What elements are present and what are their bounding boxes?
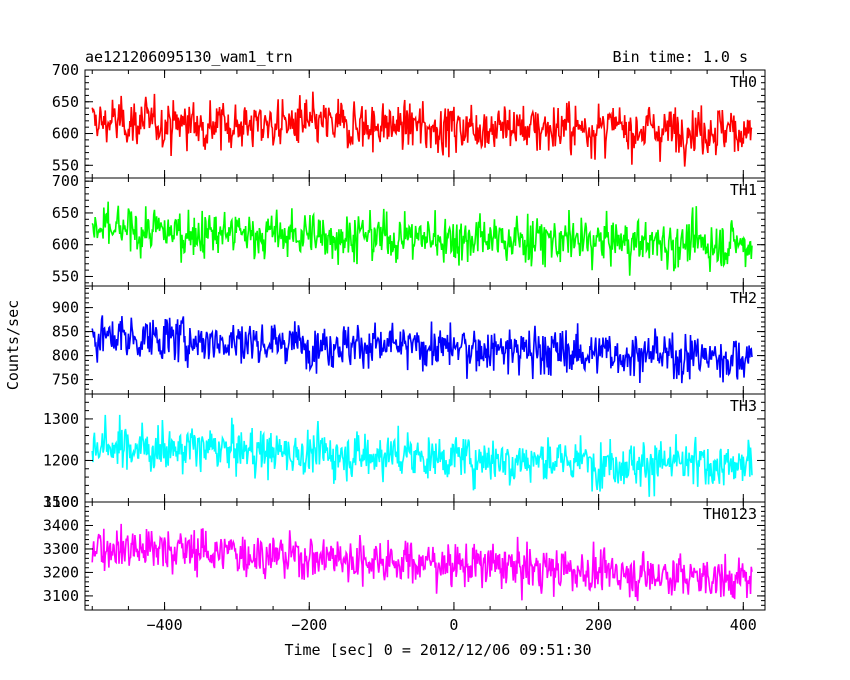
y-tick-label: 3100 <box>43 587 79 605</box>
series-th3 <box>91 414 753 497</box>
panel-th0: 550 600 650 700 TH0 <box>52 61 766 179</box>
bin-time-label: Bin time: 1.0 s <box>613 48 748 66</box>
panel-label: TH0123 <box>703 505 757 523</box>
y-tick-label: 700 <box>52 172 79 190</box>
y-tick-label: 800 <box>52 347 79 365</box>
chart-title: ae121206095130_wam1_trn <box>85 48 293 66</box>
series-th1 <box>91 201 753 276</box>
panel-frame <box>84 501 766 611</box>
y-tick-label: 3200 <box>43 563 79 581</box>
y-axis-label: Counts/sec <box>4 300 22 390</box>
y-tick-label: 700 <box>52 61 79 79</box>
panel-th2: 750 800 850 900 TH2 <box>52 285 766 395</box>
series-th0123 <box>91 523 753 602</box>
x-tick-label: −200 <box>291 616 327 634</box>
panel-label: TH2 <box>730 289 757 307</box>
panel-frame <box>84 285 766 395</box>
y-tick-label: 650 <box>52 204 79 222</box>
y-tick-label: 1100 <box>43 493 79 511</box>
y-tick-label: 600 <box>52 236 79 254</box>
panel-th3: 1100 1200 1300 TH3 <box>43 393 766 511</box>
x-tick-label: 0 <box>449 616 458 634</box>
y-tick-label: 900 <box>52 299 79 317</box>
y-tick-label: 1300 <box>43 410 79 428</box>
y-tick-label: 650 <box>52 93 79 111</box>
y-tick-label: 3400 <box>43 516 79 534</box>
y-tick-label: 600 <box>52 125 79 143</box>
series-th0 <box>91 91 753 167</box>
y-tick-label: 550 <box>52 267 79 285</box>
x-axis-label: Time [sec] 0 = 2012/12/06 09:51:30 <box>284 641 591 659</box>
y-tick-label: 550 <box>52 156 79 174</box>
panels-group: 550 600 650 700 TH0 550 600 650 700 TH1 750 800 850 9… <box>43 61 766 611</box>
panel-label: TH1 <box>730 181 757 199</box>
x-axis: −400 −200 0 200 400 <box>147 616 757 634</box>
y-tick-label: 750 <box>52 371 79 389</box>
y-tick-label: 3500 <box>43 493 79 511</box>
y-tick-label: 1200 <box>43 451 79 469</box>
x-tick-label: 400 <box>730 616 757 634</box>
panel-label: TH0 <box>730 73 757 91</box>
y-tick-label: 850 <box>52 323 79 341</box>
panel-label: TH3 <box>730 397 757 415</box>
y-tick-label: 3300 <box>43 540 79 558</box>
x-tick-label: 200 <box>585 616 612 634</box>
panel-th1: 550 600 650 700 TH1 <box>52 172 766 287</box>
panel-th0123: 3100 3200 3300 3400 3500 TH0123 <box>43 493 766 611</box>
series-th2 <box>91 315 753 384</box>
x-tick-label: −400 <box>147 616 183 634</box>
